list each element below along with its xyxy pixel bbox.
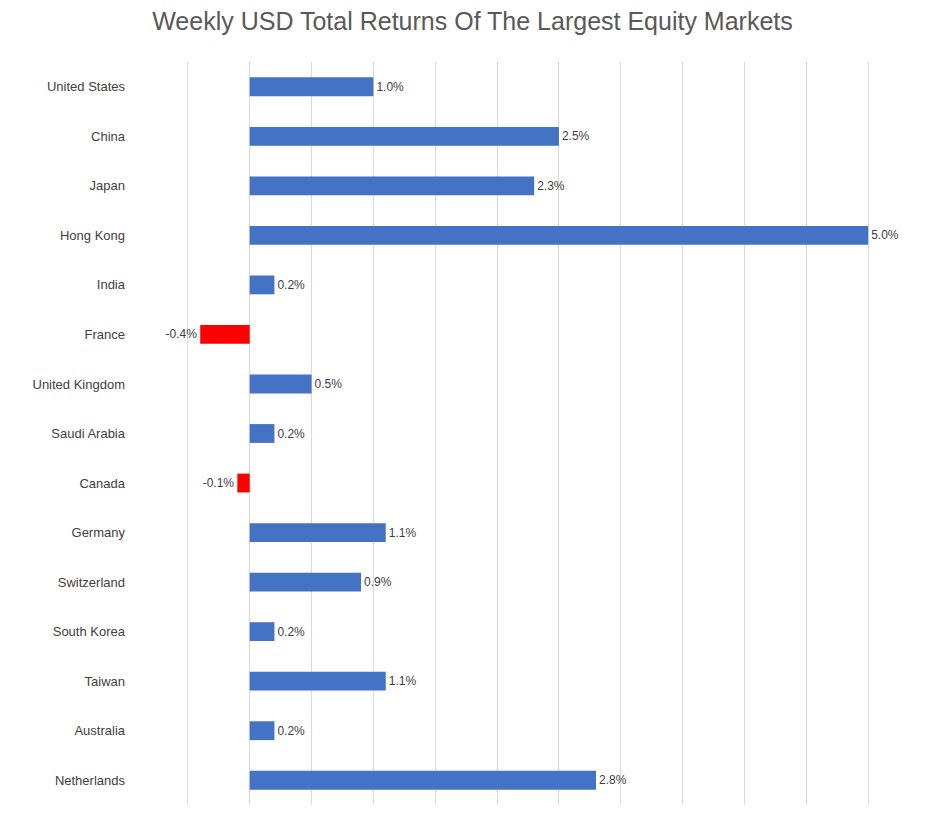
svg-text:Saudi Arabia: Saudi Arabia bbox=[51, 426, 125, 441]
svg-text:India: India bbox=[97, 277, 126, 292]
svg-text:0.2%: 0.2% bbox=[277, 427, 305, 441]
svg-text:Netherlands: Netherlands bbox=[55, 773, 126, 788]
svg-text:0.2%: 0.2% bbox=[277, 625, 305, 639]
svg-text:2.5%: 2.5% bbox=[562, 129, 590, 143]
svg-text:-0.1%: -0.1% bbox=[203, 476, 235, 490]
svg-text:2.8%: 2.8% bbox=[599, 773, 627, 787]
svg-text:China: China bbox=[91, 129, 126, 144]
svg-text:Taiwan: Taiwan bbox=[85, 674, 125, 689]
svg-text:5.0%: 5.0% bbox=[871, 228, 899, 242]
svg-text:Germany: Germany bbox=[72, 525, 126, 540]
svg-text:South Korea: South Korea bbox=[53, 624, 126, 639]
svg-text:Australia: Australia bbox=[74, 723, 125, 738]
svg-text:France: France bbox=[85, 327, 125, 342]
svg-text:Canada: Canada bbox=[79, 476, 125, 491]
svg-text:Hong Kong: Hong Kong bbox=[60, 228, 125, 243]
svg-text:1.1%: 1.1% bbox=[389, 674, 417, 688]
svg-text:2.3%: 2.3% bbox=[537, 179, 565, 193]
svg-text:Weekly USD Total Returns Of Th: Weekly USD Total Returns Of The Largest … bbox=[152, 7, 793, 35]
svg-text:1.0%: 1.0% bbox=[376, 80, 404, 94]
svg-text:0.5%: 0.5% bbox=[315, 377, 343, 391]
svg-text:United States: United States bbox=[47, 79, 126, 94]
svg-text:0.2%: 0.2% bbox=[277, 724, 305, 738]
svg-text:United Kingdom: United Kingdom bbox=[33, 377, 126, 392]
svg-text:-0.4%: -0.4% bbox=[166, 327, 198, 341]
svg-text:Japan: Japan bbox=[90, 178, 125, 193]
svg-text:0.9%: 0.9% bbox=[364, 575, 392, 589]
svg-text:1.1%: 1.1% bbox=[389, 526, 417, 540]
svg-text:0.2%: 0.2% bbox=[277, 278, 305, 292]
svg-text:Switzerland: Switzerland bbox=[58, 575, 125, 590]
